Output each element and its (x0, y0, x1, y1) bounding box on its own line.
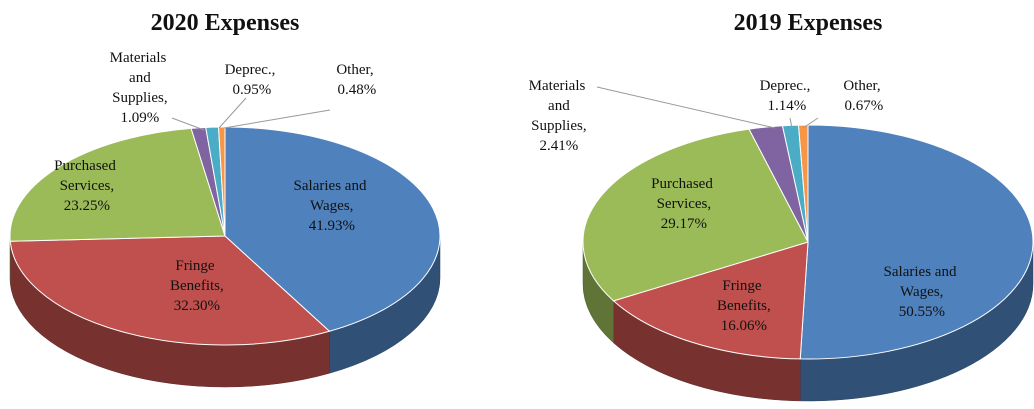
chart-title: 2019 Expenses (734, 10, 883, 36)
data-label: Deprec., 1.14% (760, 78, 811, 114)
leader-line (789, 117, 793, 129)
chart-title: 2020 Expenses (151, 10, 300, 36)
pie-slice (224, 126, 441, 332)
pie-slice (799, 124, 1034, 360)
data-label: Salaries and Wages, 50.55% (884, 264, 957, 320)
data-label: Other, 0.48% (334, 62, 377, 98)
leader-line (596, 86, 776, 129)
leader-line (218, 97, 247, 129)
data-label: Deprec., 0.95% (225, 62, 276, 98)
data-label: Fringe Benefits, 32.30% (166, 258, 224, 314)
pie-slice (217, 126, 226, 237)
data-label: Materials and Supplies, 1.09% (108, 50, 167, 126)
pie-slice (9, 127, 226, 242)
data-label: Purchased Services, 23.25% (54, 158, 116, 214)
pie-slice (612, 241, 809, 360)
data-label: Other, 0.67% (841, 78, 884, 114)
pie-slice (582, 128, 809, 302)
data-label: Fringe Benefits, 16.06% (713, 278, 771, 334)
data-label: Salaries and Wages, 41.93% (294, 178, 367, 234)
leader-line (223, 109, 331, 129)
leader-line (802, 117, 819, 129)
data-label: Purchased Services, 29.17% (651, 176, 713, 232)
data-label: Materials and Supplies, 2.41% (527, 78, 586, 154)
pie-slice (9, 235, 331, 346)
leader-line (171, 117, 205, 131)
